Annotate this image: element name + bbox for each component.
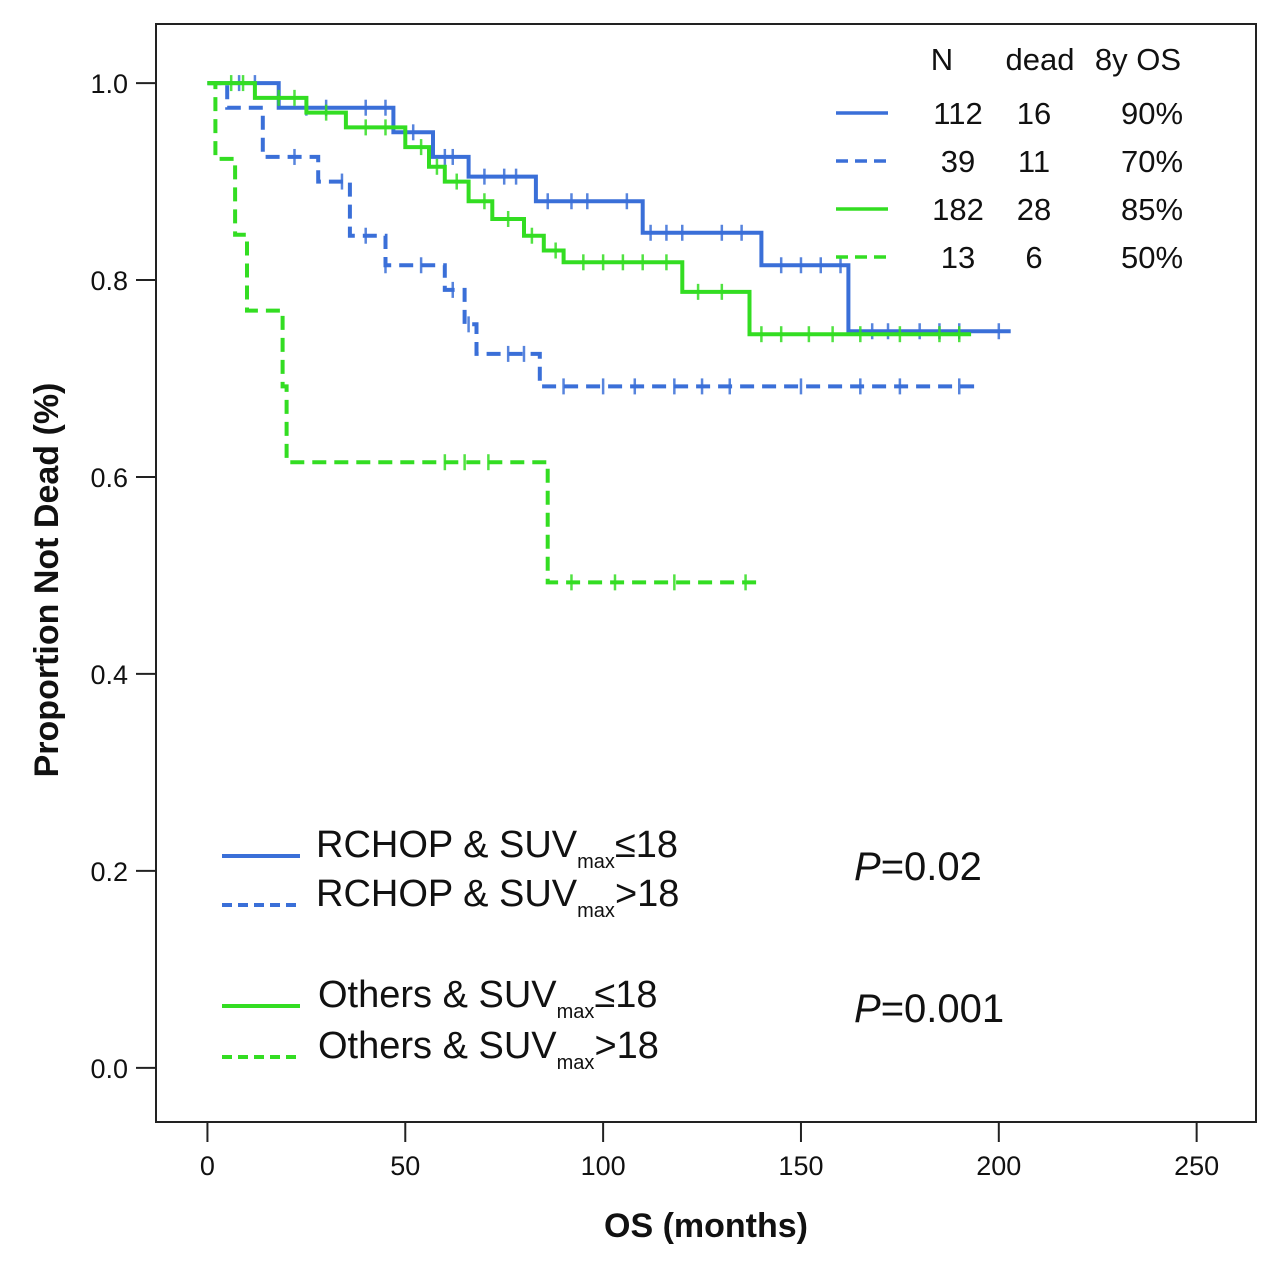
table-os: 85%: [1121, 192, 1183, 227]
series-1: [207, 75, 1011, 340]
y-axis: 0.0 0.2 0.4 0.6 0.8 1.0: [90, 69, 156, 1084]
table-n: 112: [933, 96, 982, 131]
y-tick-label: 0.2: [90, 857, 128, 887]
survival-curves: [207, 75, 1011, 591]
legend-label-threshold: ≤18: [615, 824, 678, 866]
series-4: [207, 81, 758, 591]
x-tick-label: 200: [976, 1151, 1021, 1181]
legend-label-threshold: >18: [615, 873, 679, 915]
y-axis-title: Proportion Not Dead (%): [28, 383, 66, 778]
table-n: 13: [941, 240, 975, 275]
x-axis-title: OS (months): [604, 1207, 808, 1245]
legend-label-subscript: max: [557, 1001, 595, 1023]
table-n: 182: [932, 192, 984, 227]
plot-frame: [155, 23, 1257, 1123]
legend-label-threshold: >18: [594, 1025, 658, 1067]
series-line: [207, 81, 1011, 334]
series-line: [207, 81, 979, 389]
y-tick-label: 0.4: [90, 660, 128, 690]
table-os: 50%: [1121, 240, 1183, 275]
p-value-number: =0.001: [881, 987, 1004, 1031]
legend-label-subscript: max: [577, 851, 615, 873]
y-tick-label: 0.6: [90, 463, 128, 493]
table-header: 8y OS: [1095, 42, 1181, 77]
x-tick-label: 50: [390, 1151, 420, 1181]
y-tick-label: 1.0: [90, 69, 128, 99]
p-value: P=0.02: [854, 845, 982, 889]
legend-label: RCHOP & SUVmax≤18: [316, 824, 678, 873]
p-value: P=0.001: [854, 987, 1004, 1031]
table-dead: 16: [1017, 96, 1051, 131]
y-tick-label: 0.0: [90, 1054, 128, 1084]
y-tick-label: 0.8: [90, 266, 128, 296]
legend-label: Others & SUVmax>18: [318, 1025, 659, 1074]
table-header: N: [931, 42, 953, 77]
legend-label: RCHOP & SUVmax>18: [316, 873, 679, 922]
legend-label-main: Others & SUV: [318, 1025, 557, 1067]
legend-label-subscript: max: [577, 900, 615, 922]
table-os: 90%: [1121, 96, 1183, 131]
table-dead: 6: [1025, 240, 1042, 275]
legend-label-main: Others & SUV: [318, 974, 557, 1016]
table-dead: 28: [1017, 192, 1051, 227]
x-tick-label: 150: [778, 1151, 823, 1181]
x-tick-label: 100: [581, 1151, 626, 1181]
table-dead: 11: [1018, 144, 1050, 179]
legend-label-main: RCHOP & SUV: [316, 873, 578, 915]
p-value-symbol: P: [854, 987, 881, 1031]
legend-label-subscript: max: [557, 1052, 595, 1074]
table-os: 70%: [1121, 144, 1183, 179]
p-value-symbol: P: [854, 845, 881, 889]
x-tick-label: 0: [200, 1151, 215, 1181]
legend-label-threshold: ≤18: [594, 974, 657, 1016]
x-axis: 0 50 100 150 200 250: [200, 1122, 1219, 1181]
p-values: P=0.02P=0.001: [854, 845, 1004, 1031]
p-value-number: =0.02: [881, 845, 982, 889]
x-tick-label: 250: [1174, 1151, 1219, 1181]
table-n: 39: [941, 144, 975, 179]
legend-label: Others & SUVmax≤18: [318, 974, 658, 1023]
series-3: [207, 75, 972, 343]
legend-label-main: RCHOP & SUV: [316, 824, 578, 866]
series-2: [207, 81, 979, 395]
table-header: dead: [1006, 42, 1075, 77]
